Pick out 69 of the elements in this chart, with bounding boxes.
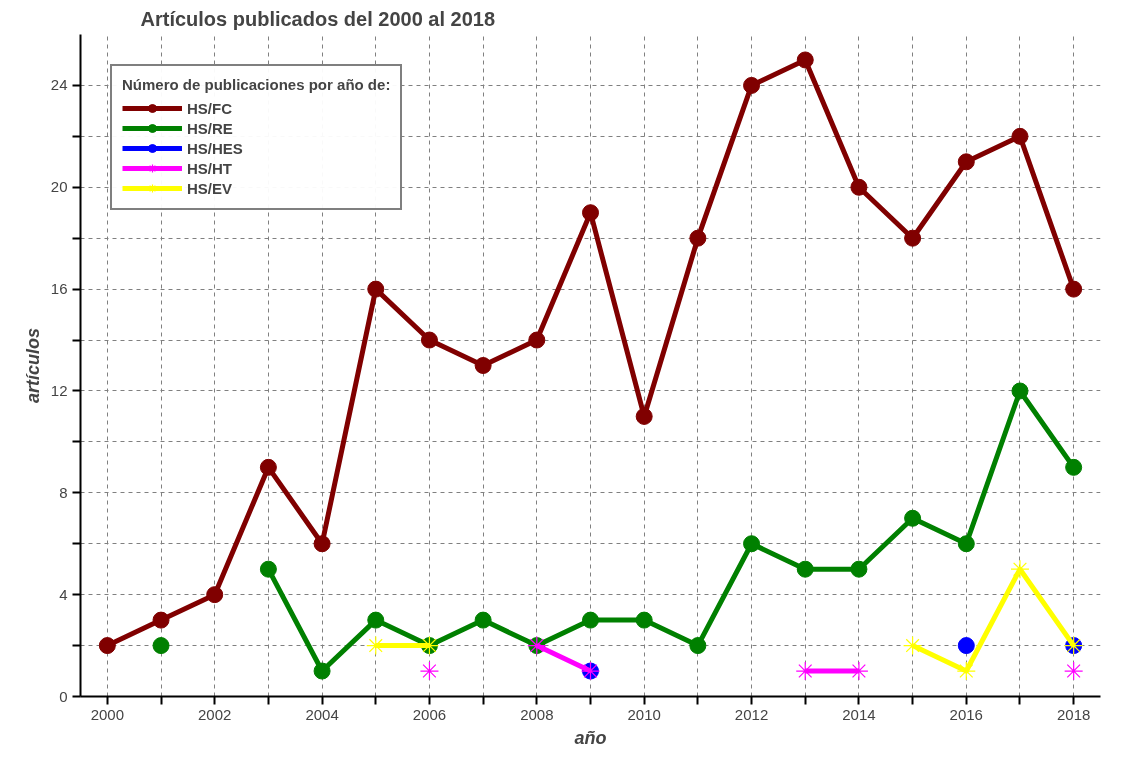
point	[904, 509, 922, 527]
x-tick-label: 2008	[520, 705, 554, 723]
point	[689, 229, 707, 247]
point	[796, 560, 814, 578]
point	[957, 637, 975, 655]
point	[850, 560, 868, 578]
x-tick-label: 2012	[734, 705, 769, 723]
x-tick-label: 2004	[305, 705, 339, 723]
point	[1065, 458, 1083, 476]
point	[259, 560, 277, 578]
point	[904, 229, 922, 247]
point	[152, 637, 170, 655]
point	[313, 662, 331, 680]
point	[313, 535, 331, 553]
legend-label: HS/HT	[187, 159, 232, 177]
point	[259, 458, 277, 476]
point	[956, 661, 976, 681]
y-tick-label: 16	[50, 280, 68, 298]
point	[474, 611, 492, 629]
y-axis-title: artículos	[22, 327, 43, 404]
y-tick-label: 4	[59, 585, 68, 603]
point	[795, 661, 815, 681]
point	[743, 76, 761, 94]
point	[98, 637, 116, 655]
y-tick-label: 24	[50, 76, 68, 94]
x-tick-label: 2000	[90, 705, 125, 723]
y-tick-label: 8	[59, 483, 68, 501]
legend-label: HS/RE	[187, 119, 233, 137]
point	[1011, 127, 1029, 145]
y-tick-label: 0	[59, 687, 68, 705]
point	[152, 611, 170, 629]
point	[367, 280, 385, 298]
point	[206, 586, 224, 604]
point	[582, 611, 599, 629]
legend-title: Número de publicaciones por año de:	[122, 76, 391, 93]
point	[419, 661, 440, 681]
x-tick-label: 2002	[198, 705, 232, 723]
point	[689, 637, 707, 655]
legend-label: HS/FC	[187, 99, 232, 117]
point	[635, 611, 653, 629]
y-tick-label: 12	[50, 381, 68, 399]
point	[366, 635, 386, 656]
point	[743, 535, 761, 553]
x-tick-label: 2014	[842, 705, 876, 723]
point	[850, 178, 868, 196]
x-axis-title: año	[574, 727, 607, 748]
point	[903, 635, 923, 656]
point	[796, 51, 814, 69]
point	[420, 331, 438, 349]
point	[1065, 280, 1083, 298]
chart-title: Artículos publicados del 2000 al 2018	[140, 7, 496, 30]
point	[582, 204, 599, 222]
point	[1011, 382, 1029, 400]
x-tick-label: 2018	[1056, 705, 1091, 723]
point	[957, 535, 975, 553]
point	[367, 611, 385, 629]
legend-label: HS/HES	[187, 139, 243, 157]
point	[957, 153, 975, 171]
x-tick-label: 2016	[949, 705, 983, 723]
y-tick-label: 20	[50, 178, 68, 196]
point	[1010, 559, 1030, 579]
point	[849, 661, 869, 681]
point	[474, 357, 492, 374]
x-tick-label: 2010	[627, 705, 661, 723]
legend-label: HS/EV	[187, 179, 233, 197]
x-tick-label: 2006	[412, 705, 447, 723]
point	[528, 331, 546, 349]
point	[635, 407, 653, 425]
point	[1064, 661, 1084, 681]
